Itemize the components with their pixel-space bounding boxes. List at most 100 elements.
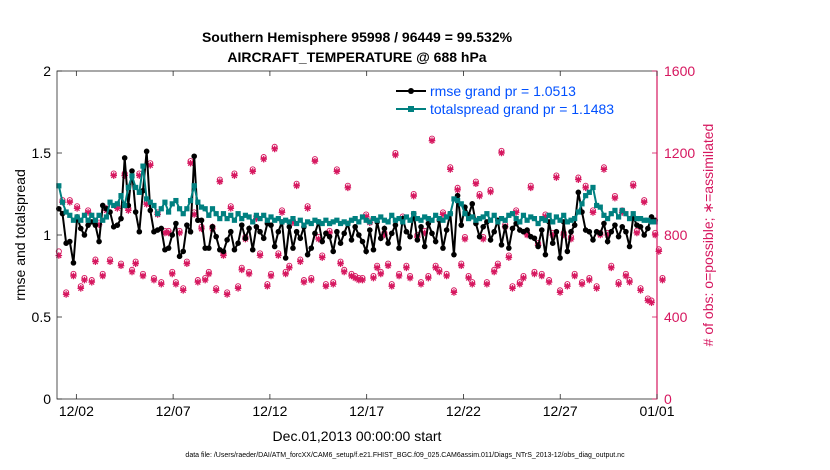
- totalspread-marker: [444, 214, 450, 220]
- obs-assimilated-marker: [190, 211, 198, 218]
- rmse-marker: [308, 245, 315, 251]
- totalspread-marker: [425, 216, 431, 222]
- rmse-marker: [92, 222, 99, 228]
- obs-assimilated-marker: [589, 209, 597, 216]
- rmse-marker: [451, 251, 457, 258]
- obs-assimilated-marker: [132, 260, 139, 267]
- obs-assimilated-marker: [607, 264, 615, 272]
- totalspread-marker: [385, 219, 391, 225]
- rmse-marker: [637, 224, 644, 230]
- rmse-marker: [506, 245, 512, 251]
- obs-assimilated-marker: [483, 280, 491, 288]
- totalspread-marker: [239, 216, 245, 222]
- obs-assimilated-marker: [549, 231, 557, 239]
- obs-assimilated-marker: [629, 182, 637, 190]
- rmse-marker: [334, 228, 340, 235]
- rmse-marker: [370, 246, 377, 253]
- totalspread-marker: [553, 214, 559, 220]
- rmse-marker: [645, 225, 651, 232]
- y2-tick-label: 400: [664, 309, 688, 325]
- obs-assimilated-marker: [476, 192, 483, 200]
- obs-assimilated-marker: [472, 180, 480, 188]
- rmse-marker: [165, 245, 172, 251]
- x-tick-label: 12/02: [59, 403, 94, 419]
- rmse-marker: [557, 255, 563, 261]
- obs-assimilated-marker: [322, 282, 330, 290]
- obs-assimilated-marker: [264, 282, 271, 290]
- obs-assimilated-marker: [655, 248, 663, 255]
- totalspread-marker: [78, 217, 84, 223]
- obs-assimilated-marker: [432, 264, 439, 272]
- totalspread-marker: [290, 216, 296, 222]
- obs-assimilated-marker: [582, 184, 589, 192]
- rmse-marker: [542, 251, 549, 258]
- rmse-marker: [191, 153, 197, 160]
- totalspread-marker: [381, 217, 388, 223]
- rmse-marker: [487, 237, 494, 243]
- rmse-marker: [184, 222, 190, 228]
- obs-assimilated-marker: [428, 137, 436, 144]
- totalspread-marker: [187, 197, 194, 204]
- totalspread-marker: [195, 199, 201, 205]
- obs-assimilated-marker: [282, 270, 289, 278]
- totalspread-marker: [220, 211, 227, 217]
- x-tick-label: 12/17: [349, 403, 384, 419]
- rmse-marker: [231, 246, 238, 253]
- totalspread-marker: [436, 216, 442, 222]
- obs-assimilated-marker: [505, 254, 513, 261]
- totalspread-marker: [634, 216, 640, 222]
- obs-assimilated-marker: [395, 272, 403, 280]
- obs-assimilated-marker: [66, 198, 74, 206]
- totalspread-marker: [103, 214, 109, 220]
- obs-assimilated-marker: [640, 198, 648, 206]
- totalspread-marker: [253, 212, 259, 218]
- obs-assimilated-marker: [586, 276, 593, 284]
- totalspread-marker: [535, 220, 541, 227]
- obs-assimilated-marker: [417, 280, 425, 288]
- rmse-marker: [297, 235, 304, 242]
- totalspread-marker: [118, 193, 124, 199]
- rmse-marker: [209, 224, 216, 230]
- obs-assimilated-marker: [578, 280, 586, 288]
- legend: rmse grand pr = 1.0513 totalspread grand …: [396, 83, 614, 117]
- rmse-marker: [553, 228, 560, 235]
- obs-assimilated-marker: [179, 287, 187, 294]
- y2-tick-label: 0: [664, 391, 672, 407]
- obs-assimilated-marker: [388, 282, 396, 290]
- obs-assimilated-marker: [157, 280, 165, 288]
- totalspread-marker: [228, 212, 234, 218]
- rmse-marker: [377, 235, 384, 242]
- totalspread-marker: [615, 214, 622, 220]
- obs-assimilated-marker: [92, 258, 99, 265]
- totalspread-marker: [363, 217, 369, 223]
- obs-assimilated-marker: [165, 229, 172, 237]
- y2-axis-label: # of obs: o=possible; ∗=assimilated: [700, 124, 716, 347]
- totalspread-marker: [407, 217, 413, 223]
- obs-assimilated-marker: [62, 291, 70, 298]
- totalspread-marker: [345, 220, 351, 227]
- obs-assimilated-marker: [370, 274, 377, 282]
- obs-assimilated-marker: [161, 229, 169, 237]
- series-layer: [56, 148, 658, 266]
- obs-assimilated-marker: [286, 264, 293, 272]
- rmse-marker: [524, 227, 530, 233]
- rmse-marker: [81, 232, 88, 238]
- rmse-marker: [132, 209, 139, 215]
- rmse-marker: [257, 228, 263, 235]
- rmse-marker: [56, 205, 62, 212]
- obs-assimilated-marker: [227, 205, 235, 212]
- rmse-marker: [77, 225, 84, 232]
- obs-assimilated-marker: [362, 213, 370, 220]
- totalspread-marker: [509, 211, 516, 217]
- obs-assimilated-marker: [611, 194, 619, 202]
- obs-assimilated-marker: [348, 272, 355, 280]
- totalspread-marker: [513, 216, 519, 222]
- y-tick-label: 0: [43, 391, 51, 407]
- obs-assimilated-marker: [553, 174, 560, 181]
- rmse-marker: [619, 224, 626, 230]
- totalspread-marker: [641, 217, 647, 223]
- obs-assimilated-marker: [304, 205, 311, 212]
- rmse-marker: [118, 215, 124, 222]
- totalspread-marker: [261, 212, 267, 218]
- totalspread-marker: [594, 202, 600, 209]
